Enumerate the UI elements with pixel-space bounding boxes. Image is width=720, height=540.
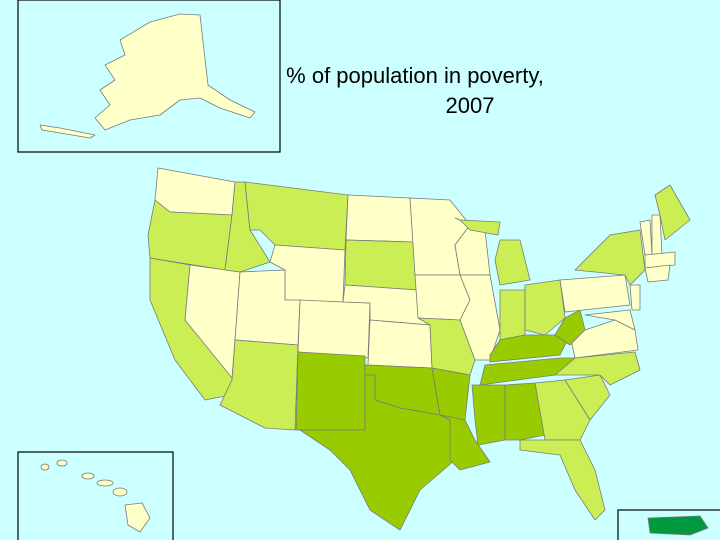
alaska-inset <box>17 0 281 153</box>
map-title-line: % of population in poverty, <box>286 63 544 88</box>
hawaii-inset <box>17 451 174 540</box>
map-title-line: 2007 <box>446 93 495 118</box>
contiguous-states <box>147 167 691 531</box>
puerto-rico-inset <box>617 509 720 540</box>
